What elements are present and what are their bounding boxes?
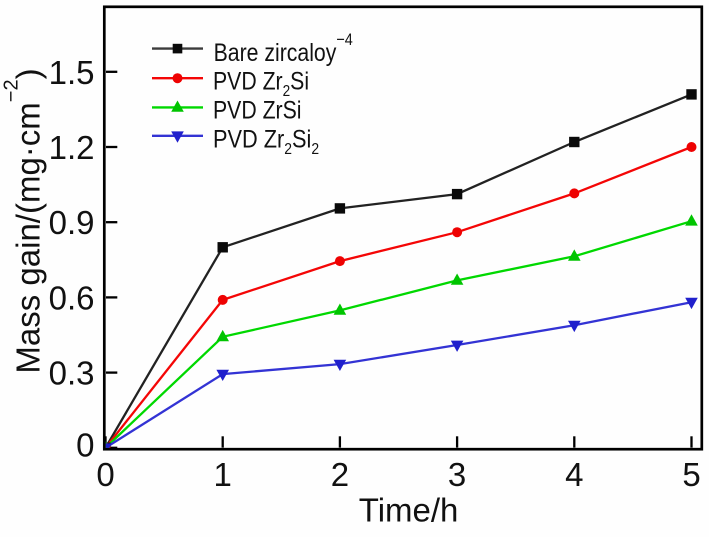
svg-text:0: 0 [76, 426, 94, 463]
svg-text:PVD Zr2Si2: PVD Zr2Si2 [213, 125, 319, 158]
svg-text:PVD Zr2Si: PVD Zr2Si [213, 67, 309, 100]
svg-text:0: 0 [96, 456, 114, 493]
svg-text:0.6: 0.6 [49, 279, 95, 316]
svg-text:0.9: 0.9 [49, 204, 95, 241]
svg-text:2: 2 [331, 456, 349, 493]
svg-text:3: 3 [448, 456, 466, 493]
svg-text:1.5: 1.5 [49, 54, 95, 91]
svg-text:1.2: 1.2 [49, 129, 95, 166]
svg-text:5: 5 [682, 456, 700, 493]
svg-text:PVD ZrSi: PVD ZrSi [213, 96, 302, 124]
svg-text:1: 1 [214, 456, 232, 493]
svg-text:Time/h: Time/h [359, 492, 459, 529]
svg-text:0.3: 0.3 [49, 355, 95, 392]
svg-text:4: 4 [565, 456, 583, 493]
